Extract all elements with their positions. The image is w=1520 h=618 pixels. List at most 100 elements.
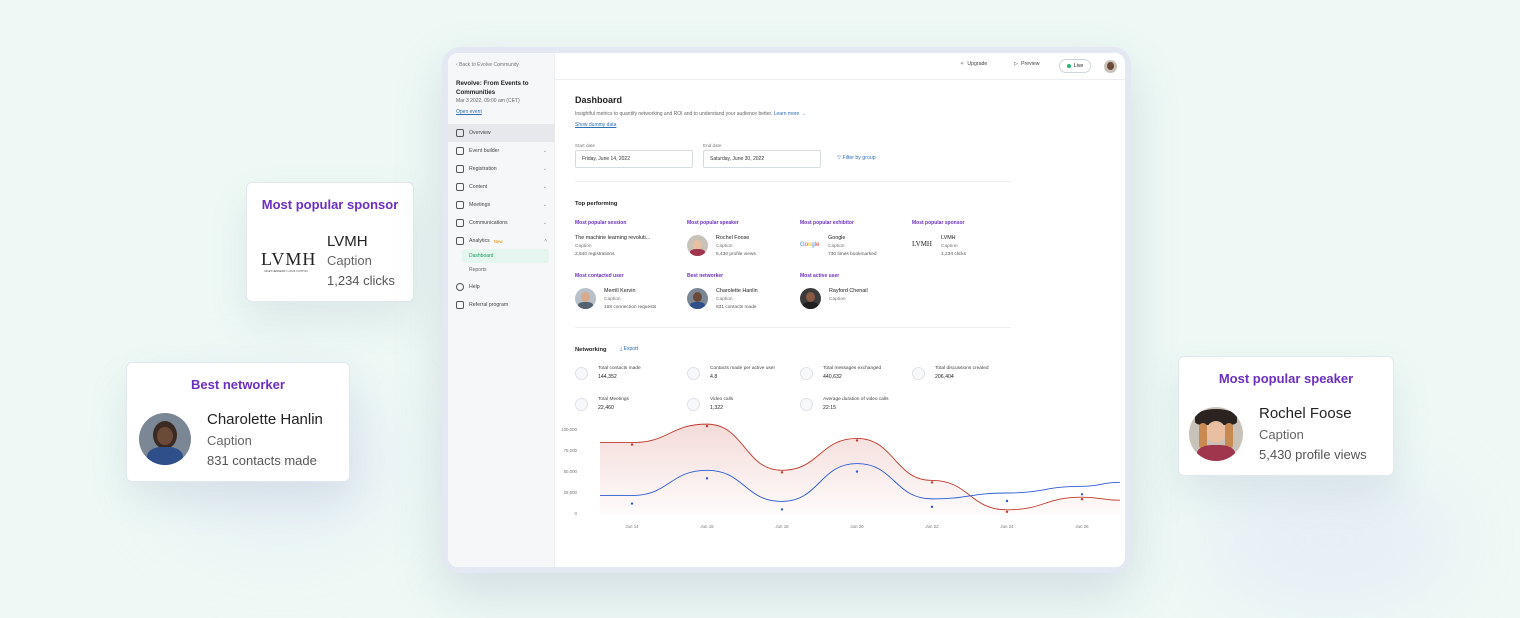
series-area <box>600 424 1120 514</box>
ticket-icon <box>456 165 464 173</box>
user-avatar[interactable] <box>1104 60 1117 73</box>
tp-label: Most popular session <box>575 220 627 226</box>
metric-value: 206,404 <box>935 374 954 380</box>
avatar <box>575 288 596 309</box>
live-label: Live <box>1073 63 1084 69</box>
sidebar-item-registration[interactable]: Registration ⌄ <box>448 160 555 178</box>
data-point[interactable] <box>780 471 784 474</box>
user-icon <box>687 367 700 380</box>
sidebar-item-content[interactable]: Content ⌄ <box>448 178 555 196</box>
tp-stat: 831 contacts made <box>716 305 757 310</box>
sidebar-subitem-reports[interactable]: Reports <box>469 267 487 273</box>
end-date-field[interactable]: Saturday, June 30, 2022 <box>703 150 821 168</box>
avatar <box>1189 407 1243 461</box>
x-tick-label: Jun 18 <box>775 524 789 529</box>
dashboard-main: Dashboard Insightful metrics to quantify… <box>555 80 1125 567</box>
data-point[interactable] <box>930 481 934 484</box>
data-point[interactable] <box>855 470 859 473</box>
users-icon <box>456 201 464 209</box>
learn-more-link[interactable]: Learn more → <box>773 111 806 117</box>
sidebar-item-meetings[interactable]: Meetings ⌄ <box>448 196 555 214</box>
data-point[interactable] <box>630 502 634 505</box>
sidebar-subitem-dashboard[interactable]: Dashboard <box>462 249 549 263</box>
metric-label: Contacts made per active user <box>710 366 776 371</box>
bg-glow <box>1200 470 1460 610</box>
avatar <box>687 235 708 256</box>
tp-name[interactable]: Google <box>828 235 846 241</box>
back-link[interactable]: ‹ Back to Evolve Community <box>456 62 519 68</box>
gift-icon <box>456 301 464 309</box>
metric-label: Total discussions created <box>935 366 989 371</box>
metric-value: 144,352 <box>598 374 617 380</box>
data-point[interactable] <box>1080 498 1084 501</box>
preview-button[interactable]: ▷ Preview <box>1014 61 1039 67</box>
networker-card: Best networker Charolette Hanlin Caption… <box>126 362 350 482</box>
tp-name[interactable]: Merrill Kervin <box>604 288 636 294</box>
export-button[interactable]: ⤓ Export <box>620 346 638 352</box>
top-bar: ✧ Upgrade ▷ Preview Live <box>555 53 1125 80</box>
y-tick-label: 0 <box>574 511 577 516</box>
tp-name[interactable]: Rayford Chenail <box>829 288 868 294</box>
tp-caption: Caption <box>575 244 592 249</box>
data-point[interactable] <box>1005 499 1009 503</box>
layers-icon <box>456 183 464 191</box>
sidebar-item-label: Meetings <box>469 202 491 208</box>
description-text: Insightful metrics to quantify networkin… <box>575 111 773 117</box>
data-point[interactable] <box>1005 510 1009 513</box>
lvmh-logo-sub: MOET HENNESSY LOUIS VUITTON <box>264 270 308 273</box>
sidebar-item-referral[interactable]: Referral program <box>448 296 555 314</box>
open-event-link[interactable]: Open event <box>456 109 482 115</box>
tp-name[interactable]: Rochel Foose <box>716 235 750 241</box>
sidebar-item-label: Content <box>469 184 488 190</box>
data-point[interactable] <box>705 477 709 480</box>
data-point[interactable] <box>705 424 709 428</box>
metric-value: 4.8 <box>710 374 718 380</box>
tp-stat: 1,234 clicks <box>941 252 967 257</box>
tp-caption: Caption <box>828 244 845 249</box>
tp-name[interactable]: LVMH <box>941 235 956 241</box>
speaker-card: Most popular speaker Rochel Foose Captio… <box>1178 356 1394 476</box>
tp-stat: 730 times bookmarked <box>828 252 877 257</box>
start-date-field[interactable]: Friday, June 14, 2022 <box>575 150 693 168</box>
sidebar-item-help[interactable]: Help <box>448 278 555 296</box>
sidebar-item-analytics[interactable]: Analytics New ˄ <box>448 232 555 250</box>
sponsor-stat: 1,234 clicks <box>327 273 395 288</box>
data-point[interactable] <box>1080 493 1084 496</box>
data-point[interactable] <box>780 508 784 511</box>
avatar <box>139 413 191 465</box>
page-title: Dashboard <box>575 95 623 105</box>
tp-caption: Caption <box>716 244 733 249</box>
sidebar-item-event-builder[interactable]: Event builder ⌄ <box>448 142 555 160</box>
upgrade-button[interactable]: ✧ Upgrade <box>960 61 987 67</box>
data-point[interactable] <box>930 505 934 509</box>
chevron-up-icon: ˄ <box>544 238 547 244</box>
show-dummy-data-link[interactable]: Show dummy data <box>575 122 617 128</box>
metric-label: Total Meetings <box>598 397 629 402</box>
tp-label: Most active user <box>800 273 840 279</box>
top-performing-title: Top performing <box>575 201 618 207</box>
series-line <box>600 423 1121 511</box>
filter-by-group-button[interactable]: ▽ Filter by group <box>837 155 876 161</box>
data-point[interactable] <box>855 439 859 442</box>
export-label: Export <box>623 346 639 352</box>
sponsor-name: LVMH <box>327 233 368 250</box>
back-link-label: Back to Evolve Community <box>459 62 519 68</box>
divider <box>575 181 1011 182</box>
live-toggle[interactable]: Live <box>1059 59 1091 73</box>
video-icon <box>687 398 700 411</box>
sidebar-item-communications[interactable]: Communications ⌄ <box>448 214 555 232</box>
tp-name[interactable]: The machine learning revoluti... <box>575 235 651 241</box>
tp-name[interactable]: Charolette Hanlin <box>716 288 758 294</box>
sidebar-item-label: Help <box>469 284 480 290</box>
data-point[interactable] <box>630 443 634 446</box>
sidebar-item-overview[interactable]: Overview <box>448 124 555 142</box>
tp-caption: Caption <box>829 297 846 302</box>
tp-label: Most popular exhibitor <box>800 220 854 226</box>
networker-stat: 831 contacts made <box>207 453 317 468</box>
chart-icon <box>456 237 464 245</box>
filter-label: Filter by group <box>842 155 876 161</box>
sponsor-card-title: Most popular sponsor <box>261 197 399 212</box>
y-tick-label: 25,000 <box>563 490 577 495</box>
discussion-icon <box>912 367 925 380</box>
megaphone-icon <box>456 219 464 227</box>
